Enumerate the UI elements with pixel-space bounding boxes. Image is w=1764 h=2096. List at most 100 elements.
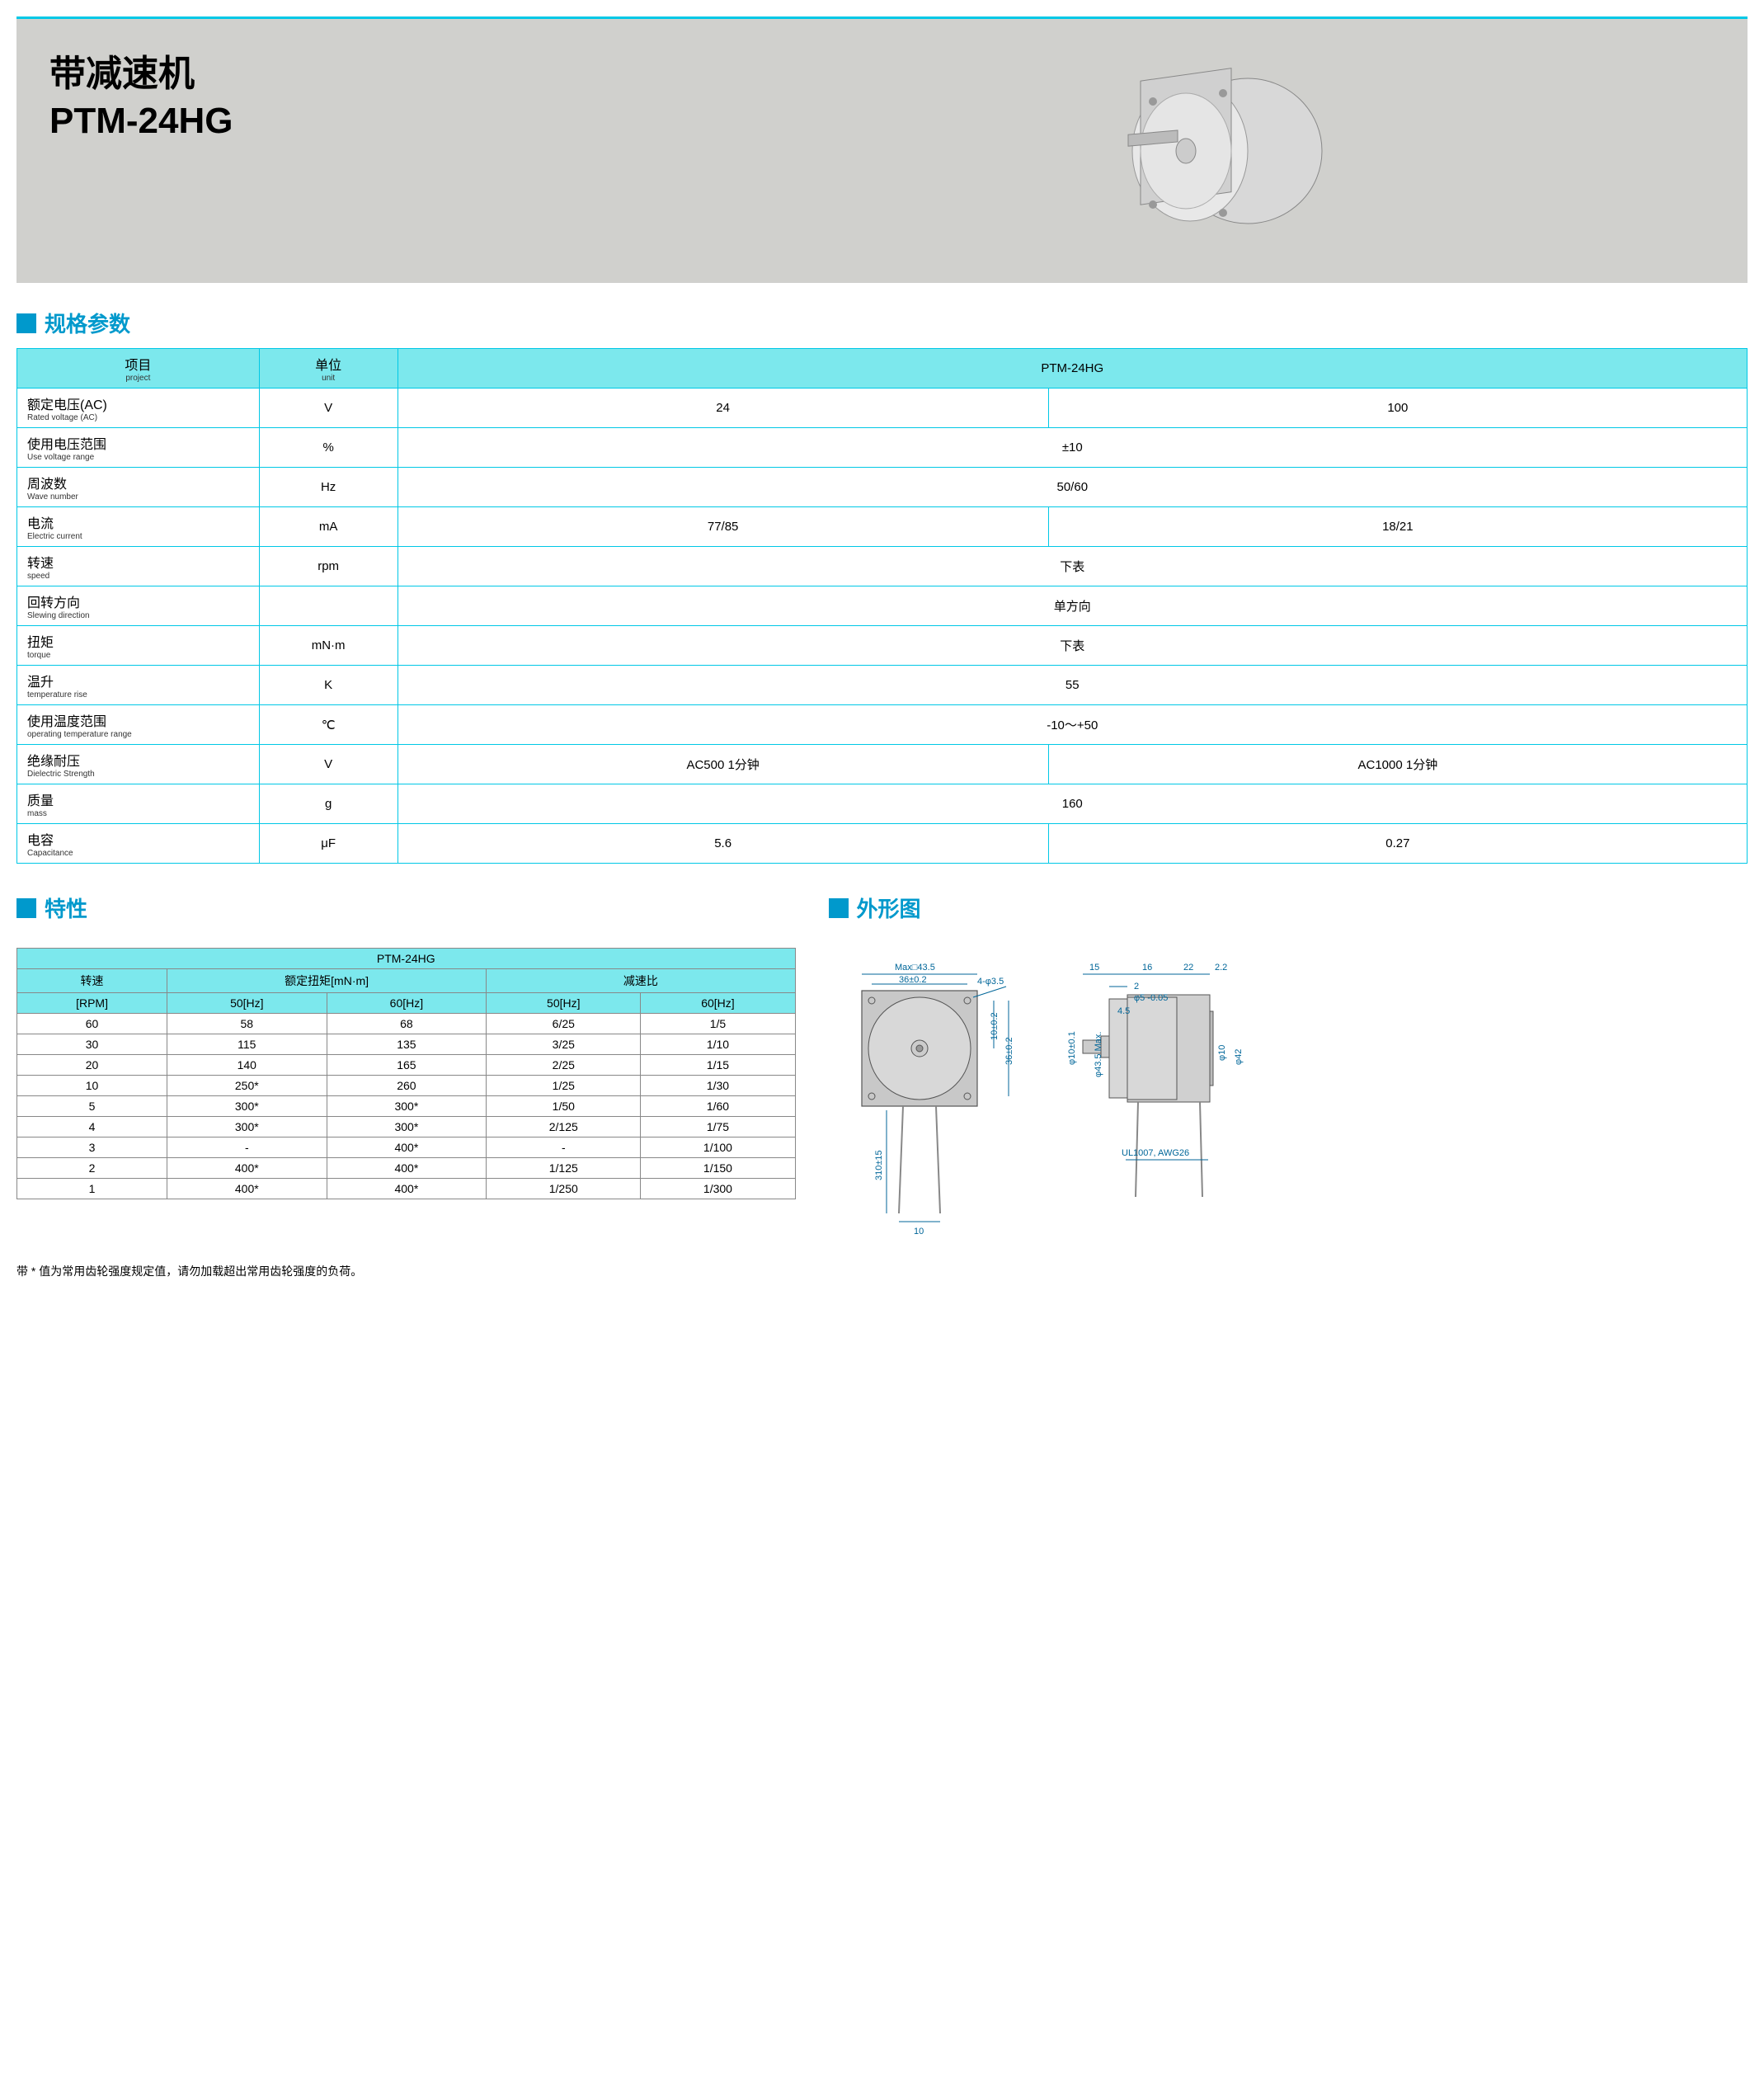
col-torque: 额定扭矩[mN·m] bbox=[167, 969, 487, 993]
dim-label: φ10±0.1 bbox=[1067, 1031, 1077, 1065]
col-rpm: 转速 bbox=[17, 969, 167, 993]
table-row: 周波数Wave numberHz50/60 bbox=[17, 468, 1748, 507]
spec-value: 下表 bbox=[397, 626, 1747, 666]
cell: 60 bbox=[17, 1014, 167, 1034]
spec-value: 77/85 bbox=[397, 507, 1048, 547]
cell: 400* bbox=[327, 1179, 487, 1199]
cell: 400* bbox=[327, 1137, 487, 1158]
dim-label: 16 bbox=[1142, 963, 1152, 973]
spec-label: 使用电压范围Use voltage range bbox=[17, 428, 260, 468]
spec-value: ±10 bbox=[397, 428, 1747, 468]
dim-label: φ43.5 Max. bbox=[1094, 1032, 1103, 1077]
spec-label: 额定电压(AC)Rated voltage (AC) bbox=[17, 389, 260, 428]
table-row: [RPM] 50[Hz] 60[Hz] 50[Hz] 60[Hz] bbox=[17, 993, 796, 1014]
cell: 115 bbox=[167, 1034, 327, 1055]
spec-value: 5.6 bbox=[397, 824, 1048, 864]
table-row: 5300*300*1/501/60 bbox=[17, 1096, 796, 1117]
cell: 260 bbox=[327, 1076, 487, 1096]
header-project: 项目 project bbox=[17, 349, 260, 389]
cell: 1/5 bbox=[641, 1014, 795, 1034]
table-row: 301151353/251/10 bbox=[17, 1034, 796, 1055]
table-row: 6058686/251/5 bbox=[17, 1014, 796, 1034]
outline-block: 外形图 Max□43.5 36±0.2 4-φ3.5 10±0.2 36±0.2 bbox=[829, 872, 1748, 1251]
dim-label: 10±0.2 bbox=[990, 1012, 1000, 1040]
table-row: 使用温度范围operating temperature range℃-10～+5… bbox=[17, 705, 1748, 745]
spec-label: 周波数Wave number bbox=[17, 468, 260, 507]
spec-value: -10～+50 bbox=[397, 705, 1747, 745]
char-section-header: 特性 bbox=[16, 893, 796, 923]
product-image bbox=[716, 44, 1715, 258]
table-row: 回转方向Slewing direction单方向 bbox=[17, 586, 1748, 626]
cell: 140 bbox=[167, 1055, 327, 1076]
table-row: 额定电压(AC)Rated voltage (AC)V24100 bbox=[17, 389, 1748, 428]
cell: 1/150 bbox=[641, 1158, 795, 1179]
cell: 165 bbox=[327, 1055, 487, 1076]
header-model: PTM-24HG bbox=[397, 349, 1747, 389]
sub-60hz: 60[Hz] bbox=[641, 993, 795, 1014]
cell: 30 bbox=[17, 1034, 167, 1055]
spec-label: 温升temperature rise bbox=[17, 666, 260, 705]
table-row: 电容CapacitanceμF5.60.27 bbox=[17, 824, 1748, 864]
cell: 400* bbox=[327, 1158, 487, 1179]
dim-label: UL1007, AWG26 bbox=[1122, 1148, 1189, 1158]
cell: 400* bbox=[167, 1179, 327, 1199]
table-row: 电流Electric currentmA77/8518/21 bbox=[17, 507, 1748, 547]
spec-unit bbox=[259, 586, 397, 626]
title-block: 带减速机 PTM-24HG bbox=[49, 44, 716, 142]
cell: - bbox=[487, 1137, 641, 1158]
outline-title: 外形图 bbox=[857, 893, 921, 923]
sub-50hz: 50[Hz] bbox=[167, 993, 327, 1014]
footnote: 带 * 值为常用齿轮强度规定值，请勿加载超出常用齿轮强度的负荷。 bbox=[16, 1263, 1748, 1279]
characteristics-block: 特性 PTM-24HG 转速 额定扭矩[mN·m] 减速比 [RPM] 50[H… bbox=[16, 872, 796, 1251]
spec-value: 0.27 bbox=[1048, 824, 1747, 864]
cell: 10 bbox=[17, 1076, 167, 1096]
cell: 1/60 bbox=[641, 1096, 795, 1117]
cell: 5 bbox=[17, 1096, 167, 1117]
spec-value: 55 bbox=[397, 666, 1747, 705]
outline-diagram: Max□43.5 36±0.2 4-φ3.5 10±0.2 36±0.2 310… bbox=[829, 933, 1291, 1246]
cell: 300* bbox=[167, 1117, 327, 1137]
table-row: 1400*400*1/2501/300 bbox=[17, 1179, 796, 1199]
spec-unit: μF bbox=[259, 824, 397, 864]
header-band: 带减速机 PTM-24HG bbox=[16, 16, 1748, 283]
cell: 68 bbox=[327, 1014, 487, 1034]
table-row: 2400*400*1/1251/150 bbox=[17, 1158, 796, 1179]
spec-unit: rpm bbox=[259, 547, 397, 586]
spec-unit: K bbox=[259, 666, 397, 705]
cell: 1/50 bbox=[487, 1096, 641, 1117]
dim-label: φ42 bbox=[1234, 1049, 1244, 1065]
specs-title: 规格参数 bbox=[45, 308, 130, 338]
spec-value: 单方向 bbox=[397, 586, 1747, 626]
specs-table: 项目 project 单位 unit PTM-24HG 额定电压(AC)Rate… bbox=[16, 348, 1748, 864]
table-row: 质量massg160 bbox=[17, 784, 1748, 824]
table-row: 绝缘耐压Dielectric StrengthVAC500 1分钟AC1000 … bbox=[17, 745, 1748, 784]
title-cn: 带减速机 bbox=[49, 44, 716, 97]
cell: 6/25 bbox=[487, 1014, 641, 1034]
table-header-row: 项目 project 单位 unit PTM-24HG bbox=[17, 349, 1748, 389]
cell: 58 bbox=[167, 1014, 327, 1034]
cell: 2/25 bbox=[487, 1055, 641, 1076]
spec-label: 转速speed bbox=[17, 547, 260, 586]
spec-value: 18/21 bbox=[1048, 507, 1747, 547]
table-row: 3-400*-1/100 bbox=[17, 1137, 796, 1158]
outline-section-header: 外形图 bbox=[829, 893, 1748, 923]
spec-unit: mN·m bbox=[259, 626, 397, 666]
table-row: 转速speedrpm下表 bbox=[17, 547, 1748, 586]
dim-label: 2 bbox=[1134, 982, 1139, 991]
section-marker-icon bbox=[16, 898, 36, 918]
dim-label: Max□43.5 bbox=[895, 963, 935, 973]
table-row: 201401652/251/15 bbox=[17, 1055, 796, 1076]
cell: 300* bbox=[327, 1096, 487, 1117]
cell: 3/25 bbox=[487, 1034, 641, 1055]
cell: 135 bbox=[327, 1034, 487, 1055]
spec-unit: g bbox=[259, 784, 397, 824]
section-marker-icon bbox=[829, 898, 849, 918]
spec-label: 绝缘耐压Dielectric Strength bbox=[17, 745, 260, 784]
sub-rpm: [RPM] bbox=[17, 993, 167, 1014]
spec-label: 质量mass bbox=[17, 784, 260, 824]
spec-value: AC500 1分钟 bbox=[397, 745, 1048, 784]
motor-illustration bbox=[1083, 44, 1347, 258]
dim-label: 4-φ3.5 bbox=[977, 977, 1004, 987]
dim-label: 36±0.2 bbox=[899, 975, 927, 985]
title-model: PTM-24HG bbox=[49, 101, 716, 142]
